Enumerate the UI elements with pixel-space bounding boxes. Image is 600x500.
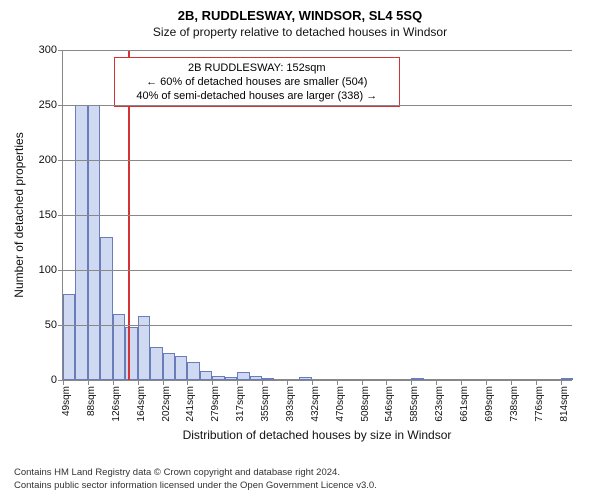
x-tick-mark (212, 380, 213, 385)
y-tick-label: 100 (39, 264, 57, 276)
x-tick-label: 241sqm (185, 386, 196, 422)
x-tick-label: 546sqm (384, 386, 395, 422)
x-tick-mark (187, 380, 188, 385)
plot-area: 2B RUDDLESWAY: 152sqm ← 60% of detached … (62, 50, 572, 380)
x-tick-label: 699sqm (484, 386, 495, 422)
annotation-line-2: ← 60% of detached houses are smaller (50… (123, 75, 391, 89)
x-tick-mark (561, 380, 562, 385)
chart-title: 2B, RUDDLESWAY, WINDSOR, SL4 5SQ (14, 8, 586, 23)
grid-line (63, 215, 572, 216)
y-tick-mark (58, 160, 63, 161)
x-tick-mark (461, 380, 462, 385)
x-tick-mark (88, 380, 89, 385)
y-tick-mark (58, 270, 63, 271)
x-tick-label: 814sqm (559, 386, 570, 422)
grid-line (63, 325, 572, 326)
x-tick-mark (386, 380, 387, 385)
bar (100, 237, 112, 380)
x-tick-label: 470sqm (335, 386, 346, 422)
y-tick-mark (58, 105, 63, 106)
x-tick-label: 279sqm (210, 386, 221, 422)
annotation-line-1: 2B RUDDLESWAY: 152sqm (123, 61, 391, 75)
bar (113, 314, 125, 380)
y-tick-mark (58, 215, 63, 216)
x-tick-mark (287, 380, 288, 385)
x-tick-label: 508sqm (360, 386, 371, 422)
x-tick-label: 776sqm (534, 386, 545, 422)
x-tick-label: 126sqm (111, 386, 122, 422)
x-tick-mark (536, 380, 537, 385)
x-axis-label: Distribution of detached houses by size … (62, 428, 572, 442)
x-tick-label: 164sqm (136, 386, 147, 422)
x-tick-label: 393sqm (285, 386, 296, 422)
annotation-box: 2B RUDDLESWAY: 152sqm ← 60% of detached … (114, 57, 400, 108)
plot-inner: 2B RUDDLESWAY: 152sqm ← 60% of detached … (62, 50, 572, 380)
x-tick-mark (262, 380, 263, 385)
y-tick-label: 150 (39, 209, 57, 221)
bar (175, 356, 187, 380)
chart-container: 2B, RUDDLESWAY, WINDSOR, SL4 5SQ Size of… (0, 0, 600, 500)
footer-line-1: Contains HM Land Registry data © Crown c… (14, 467, 377, 479)
bar (125, 327, 137, 380)
x-tick-mark (63, 380, 64, 385)
bar (187, 362, 199, 380)
x-tick-label: 661sqm (459, 386, 470, 422)
annotation-line-3: 40% of semi-detached houses are larger (… (123, 89, 391, 103)
y-tick-label: 0 (51, 374, 57, 386)
x-tick-label: 355sqm (260, 386, 271, 422)
x-tick-mark (113, 380, 114, 385)
x-tick-label: 585sqm (409, 386, 420, 422)
y-tick-label: 50 (45, 319, 57, 331)
y-tick-mark (58, 50, 63, 51)
bar (200, 371, 212, 380)
y-tick-label: 300 (39, 44, 57, 56)
x-tick-mark (436, 380, 437, 385)
grid-line (63, 160, 572, 161)
y-tick-label: 250 (39, 99, 57, 111)
x-tick-mark (411, 380, 412, 385)
y-axis-label: Number of detached properties (12, 50, 26, 380)
y-tick-mark (58, 325, 63, 326)
x-tick-label: 432sqm (310, 386, 321, 422)
x-tick-label: 317sqm (235, 386, 246, 422)
bar (88, 105, 100, 380)
footer-line-2: Contains public sector information licen… (14, 480, 377, 492)
grid-line (63, 270, 572, 271)
x-tick-mark (312, 380, 313, 385)
x-tick-label: 202sqm (161, 386, 172, 422)
chart-subtitle: Size of property relative to detached ho… (14, 25, 586, 39)
y-tick-label: 200 (39, 154, 57, 166)
bar (163, 353, 175, 381)
x-tick-mark (337, 380, 338, 385)
grid-line (63, 50, 572, 51)
x-tick-mark (362, 380, 363, 385)
footer-credits: Contains HM Land Registry data © Crown c… (14, 467, 377, 492)
grid-line (63, 380, 572, 381)
x-tick-mark (138, 380, 139, 385)
x-tick-label: 738sqm (509, 386, 520, 422)
grid-line (63, 105, 572, 106)
x-tick-mark (237, 380, 238, 385)
x-tick-mark (486, 380, 487, 385)
x-tick-label: 88sqm (86, 386, 97, 416)
x-tick-mark (163, 380, 164, 385)
x-tick-label: 49sqm (61, 386, 72, 416)
bar (63, 294, 75, 380)
x-tick-label: 623sqm (434, 386, 445, 422)
bar (237, 372, 249, 380)
x-tick-mark (511, 380, 512, 385)
bar (75, 105, 87, 380)
bar (150, 347, 162, 380)
